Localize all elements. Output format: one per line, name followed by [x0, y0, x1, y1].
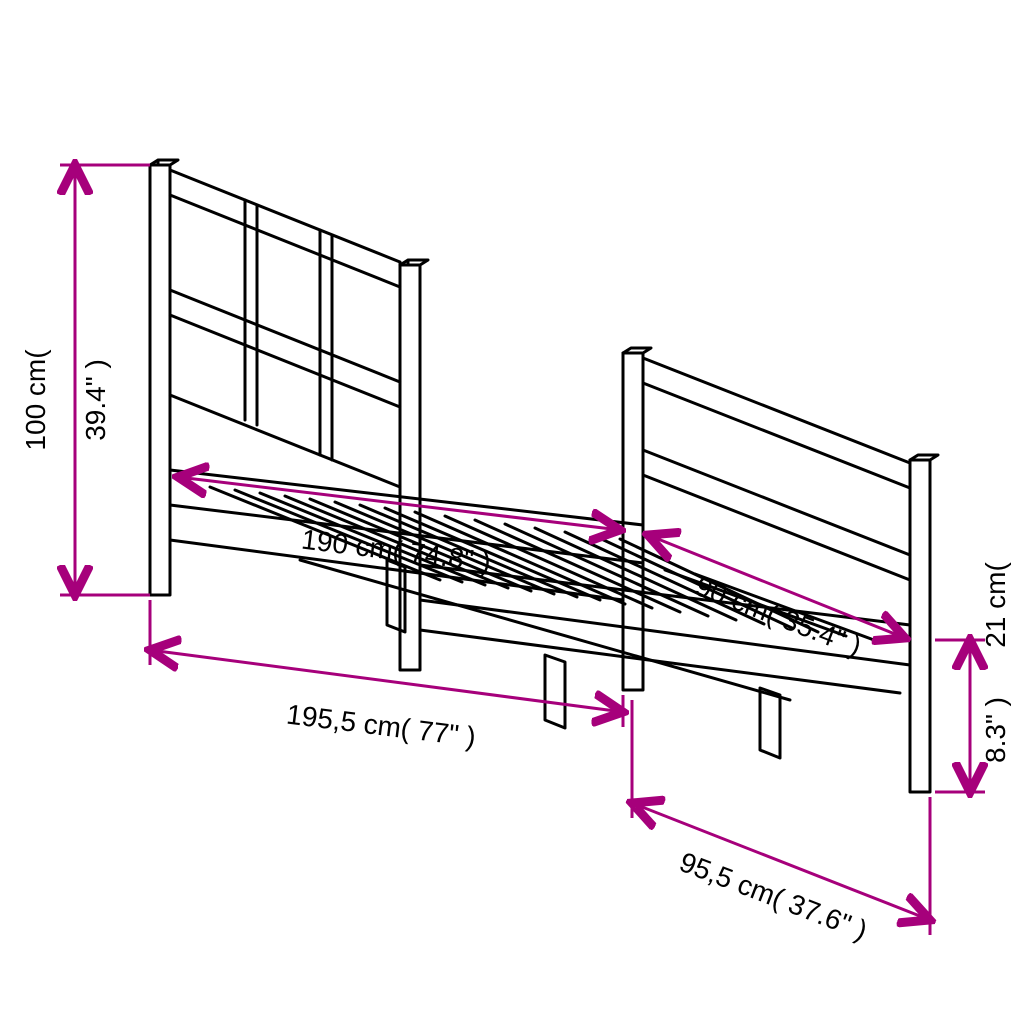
label-outer-length: 195,5 cm( 77" ) [285, 699, 478, 753]
label-height-foot-cm: 21 cm( [980, 562, 1011, 648]
bed-dimension-diagram: 100 cm( 39.4" ) 190 cm( 74.8" ) 90 cm( 3… [0, 0, 1024, 1024]
label-outer-width: 95,5 cm( 37.6" ) [675, 846, 871, 946]
label-height-foot-in: 8.3" ) [980, 697, 1011, 763]
label-height-head-in: 39.4" ) [80, 359, 111, 441]
label-height-head-cm: 100 cm( [20, 349, 51, 451]
bed-frame [150, 160, 938, 792]
